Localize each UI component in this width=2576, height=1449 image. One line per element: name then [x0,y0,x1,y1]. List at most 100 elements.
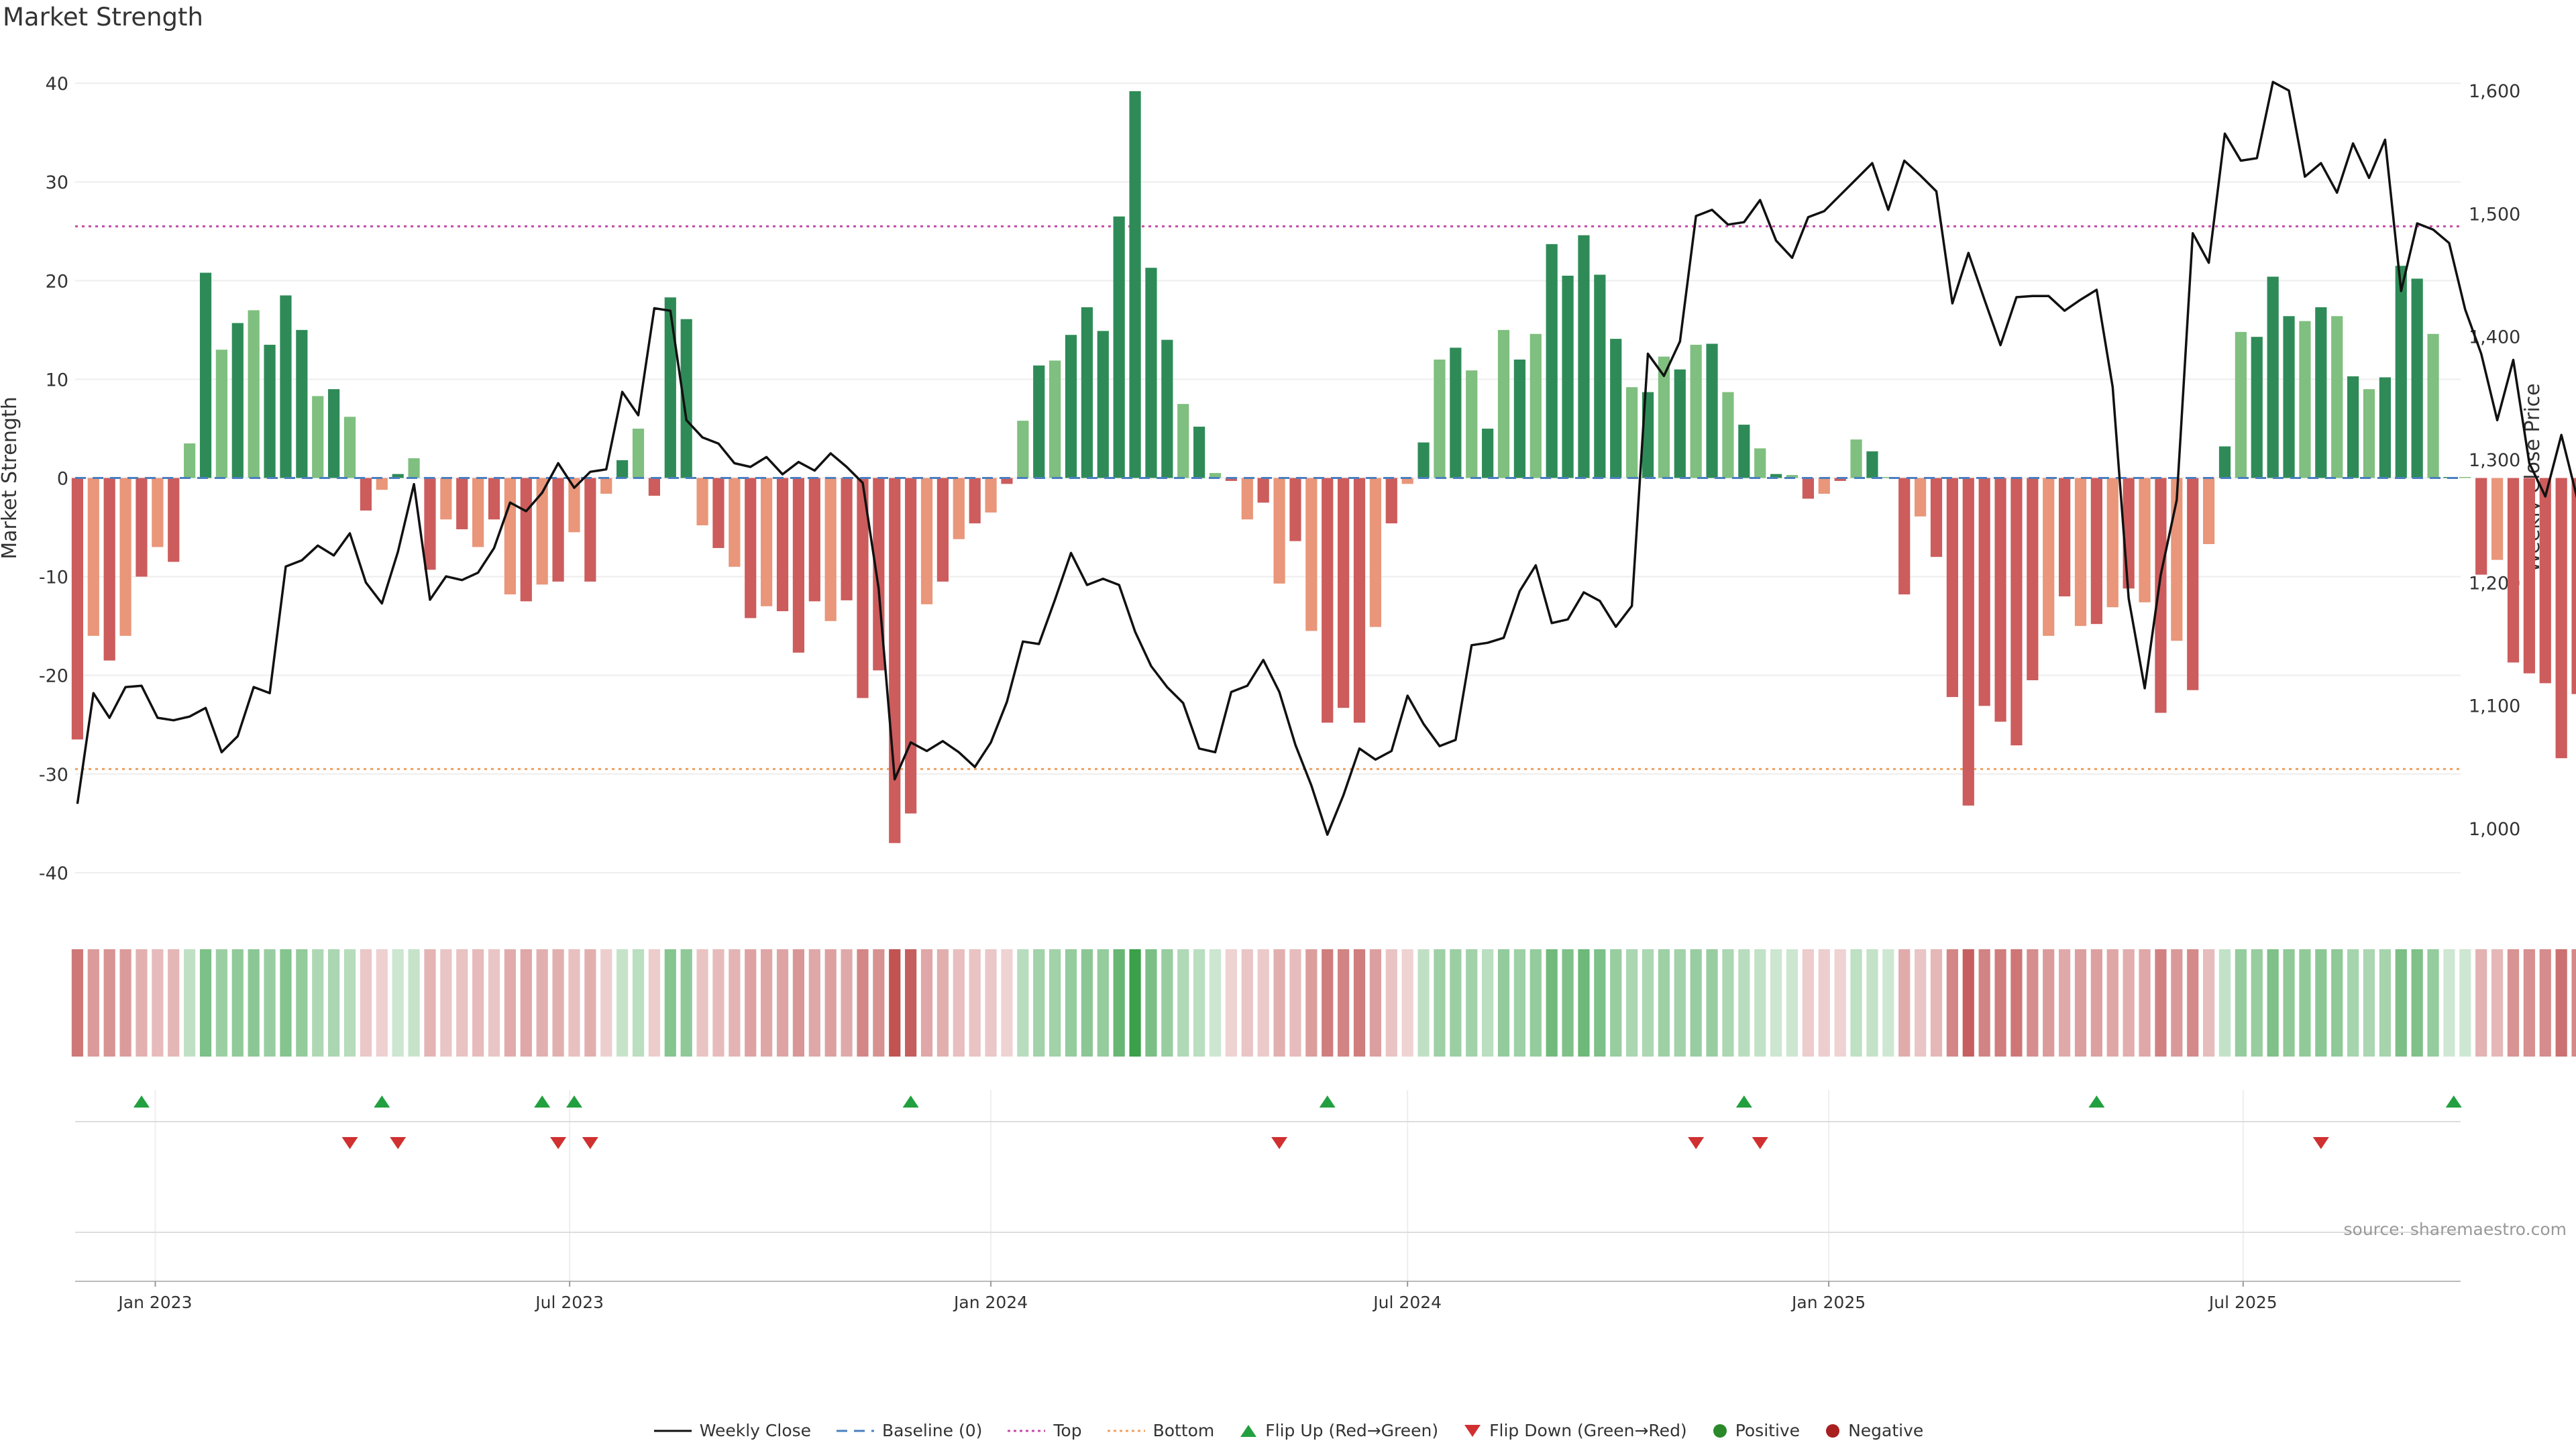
strength-bar [360,478,372,511]
y2-tick-label: 1,100 [2469,696,2520,717]
y-tick-label: 40 [46,74,68,95]
heat-cell [215,949,228,1057]
strength-bar [2555,478,2567,759]
heat-cell [2218,949,2231,1057]
strength-bar [2363,389,2375,478]
heat-cell [343,949,356,1057]
heat-cell [1578,949,1590,1057]
heat-cell [1690,949,1702,1057]
legend-label: Flip Down (Green→Red) [1489,1421,1687,1440]
flip-down-marker [582,1137,598,1149]
x-tick-label: Jul 2023 [534,1293,604,1312]
strength-bar [1978,478,1990,706]
strength-bar [1385,478,1397,524]
heat-cell [1738,949,1750,1057]
heat-cell [776,949,789,1057]
heat-cell [456,949,468,1057]
heat-cell [199,949,212,1057]
heat-cell [552,949,564,1057]
heat-cell [264,949,276,1057]
flip-down-marker [1752,1137,1768,1149]
heat-cell [568,949,580,1057]
legend-label: Bottom [1152,1421,1215,1440]
strength-bar [1129,91,1141,478]
strength-bar [1338,478,1350,708]
heat-cell [2459,949,2471,1057]
strength-bar [215,350,228,478]
heat-cell [873,949,885,1057]
heat-cell [1706,949,1718,1057]
strength-bar [2043,478,2055,636]
x-tick-label: Jan 2024 [953,1293,1028,1312]
strength-bar [248,310,260,478]
strength-bar [2395,266,2407,478]
strength-bar [2427,333,2439,478]
strength-bar [905,478,917,814]
heat-cell [1529,949,1542,1057]
strength-bar [1450,347,1462,478]
strength-bar [2315,307,2327,478]
heat-cell [2523,949,2535,1057]
strength-bar [488,478,500,520]
heat-cell [360,949,372,1057]
strength-bar [1946,478,1958,698]
heat-cell [280,949,292,1057]
strength-bar [1193,427,1205,478]
heat-cell [392,949,404,1057]
heat-cell [1177,949,1189,1057]
heat-cell [889,949,901,1057]
strength-bar [2235,331,2247,478]
heat-cell [2555,949,2567,1057]
strength-bar [2251,337,2263,478]
strength-bar [520,478,532,602]
y-tick-label: -30 [39,765,68,786]
strength-bar [392,474,404,478]
strength-bar [424,478,436,570]
flip-up-marker [534,1095,551,1108]
x-tick-label: Jan 2023 [117,1293,192,1312]
flip-up-marker [2088,1095,2105,1108]
heat-cell [729,949,741,1057]
heat-cell [1113,949,1125,1057]
heat-cell [1193,949,1205,1057]
strength-bar [168,478,180,562]
strength-bar [152,478,164,547]
strength-bar [808,478,820,602]
strength-bar [600,478,612,494]
heat-cell [328,949,340,1057]
strength-bar [312,396,324,478]
heat-cell [520,949,532,1057]
heat-cell [2139,949,2151,1057]
strength-bar [680,319,692,478]
strength-bar [2331,316,2343,478]
flip-down-marker [390,1137,407,1149]
strength-bar [504,478,517,595]
strength-bar [1209,473,1222,478]
heat-cell [1466,949,1478,1057]
legend-weekly-close: Weekly Close [653,1421,811,1440]
heat-cell [1369,949,1381,1057]
x-tick-label: Jul 2025 [2208,1293,2277,1312]
heat-cell [1978,949,1990,1057]
heat-cell [2074,949,2087,1057]
heat-cell [1033,949,1045,1057]
strength-bar [2187,478,2199,690]
y2-tick-label: 1,500 [2469,204,2520,225]
strength-bar [2475,478,2487,575]
heat-cell [1674,949,1686,1057]
strength-bar [712,478,724,548]
heat-cell [1754,949,1766,1057]
strength-bar [1882,477,1894,478]
heat-cell [792,949,805,1057]
strength-bar [985,478,997,513]
heat-cell [1642,949,1654,1057]
strength-bar [792,478,805,653]
heat-cell [2171,949,2183,1057]
strength-bar [2106,478,2118,608]
heat-cell [1562,949,1574,1057]
legend-dotted-icon [1008,1430,1046,1432]
heat-cell [1497,949,1510,1057]
strength-bar [2347,376,2359,478]
strength-bar [1113,216,1125,478]
legend-label: Flip Up (Red→Green) [1265,1421,1439,1440]
